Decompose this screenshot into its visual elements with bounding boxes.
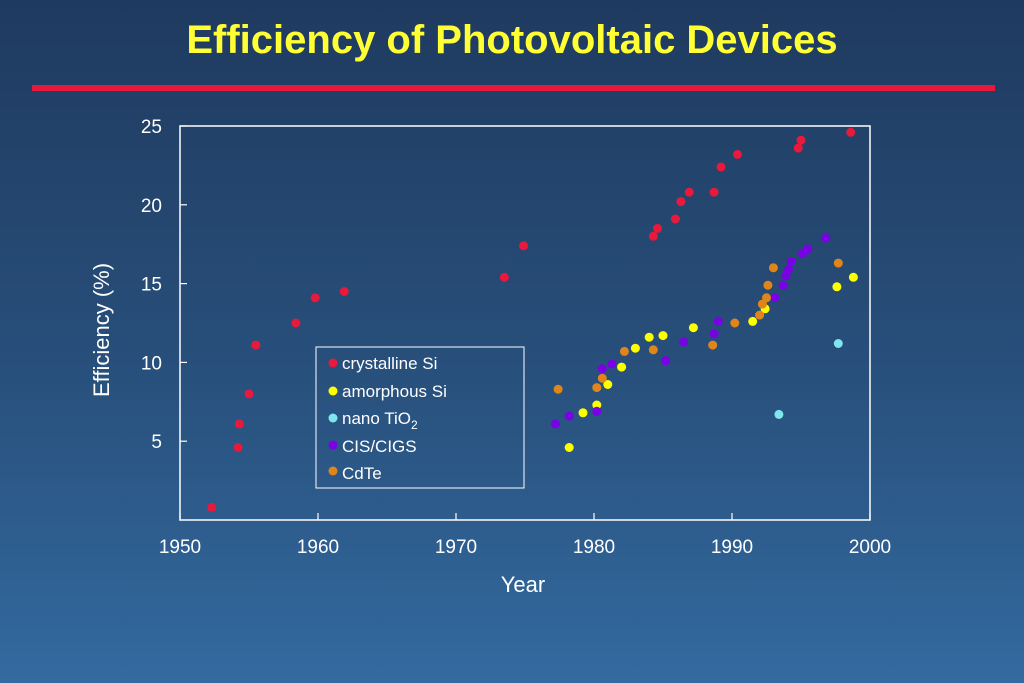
legend-label-nano-tio2-main: nano TiO bbox=[342, 409, 411, 428]
data-point-crystalline-si bbox=[684, 187, 694, 197]
data-point-cis-cigs bbox=[803, 244, 813, 254]
data-point-cdte bbox=[768, 263, 778, 273]
data-point-crystalline-si bbox=[733, 149, 742, 159]
x-tick-label: 1990 bbox=[711, 537, 753, 558]
y-tick-label: 25 bbox=[141, 117, 162, 138]
data-point-cdte bbox=[597, 373, 607, 383]
data-point-amorphous-si bbox=[658, 331, 668, 341]
data-point-cis-cigs bbox=[713, 316, 723, 326]
data-point-nano-tio bbox=[833, 339, 843, 348]
data-point-cdte bbox=[730, 318, 740, 328]
data-point-cdte bbox=[833, 258, 843, 268]
data-point-crystalline-si bbox=[233, 443, 243, 452]
data-point-cis-cigs bbox=[709, 329, 719, 339]
data-point-crystalline-si bbox=[519, 241, 529, 251]
y-tick-label: 5 bbox=[151, 432, 162, 453]
data-point-amorphous-si bbox=[603, 380, 613, 389]
data-point-cis-cigs bbox=[821, 233, 831, 243]
legend-marker-cis-cigs bbox=[328, 440, 338, 450]
data-point-cdte bbox=[762, 293, 771, 303]
data-point-cdte bbox=[553, 384, 563, 394]
data-point-crystalline-si bbox=[648, 231, 658, 241]
data-point-cdte bbox=[763, 280, 773, 290]
data-point-cis-cigs bbox=[564, 411, 574, 421]
data-point-crystalline-si bbox=[499, 272, 509, 282]
data-points bbox=[207, 127, 858, 512]
data-point-crystalline-si bbox=[793, 143, 803, 153]
legend-marker-nano-tio2 bbox=[328, 413, 338, 423]
data-point-crystalline-si bbox=[339, 287, 349, 296]
x-tick-label: 2000 bbox=[849, 537, 891, 558]
y-tick-label: 10 bbox=[141, 353, 162, 374]
data-point-cis-cigs bbox=[597, 364, 607, 374]
legend-label-crystalline-si: crystalline Si bbox=[342, 354, 437, 373]
data-point-crystalline-si bbox=[709, 187, 719, 197]
data-point-crystalline-si bbox=[716, 162, 726, 172]
data-point-crystalline-si bbox=[676, 197, 686, 207]
title-divider bbox=[32, 85, 995, 91]
data-point-cdte bbox=[755, 310, 765, 320]
data-point-amorphous-si bbox=[617, 362, 627, 372]
data-point-cis-cigs bbox=[784, 264, 794, 274]
data-point-cis-cigs bbox=[679, 337, 689, 347]
data-point-cis-cigs bbox=[607, 359, 617, 369]
plot-area bbox=[179, 125, 871, 521]
data-point-cis-cigs bbox=[770, 293, 780, 303]
data-point-cis-cigs bbox=[592, 406, 602, 416]
data-point-cis-cigs bbox=[661, 356, 671, 366]
y-tick-label: 20 bbox=[141, 196, 162, 217]
y-axis-label: Efficiency (%) bbox=[89, 263, 114, 397]
data-point-cis-cigs bbox=[778, 280, 788, 290]
data-point-amorphous-si bbox=[832, 282, 842, 292]
legend-label-amorphous-si: amorphous Si bbox=[342, 382, 447, 401]
x-tick-label: 1960 bbox=[297, 537, 339, 558]
data-point-cis-cigs bbox=[786, 257, 796, 266]
data-point-amorphous-si bbox=[748, 316, 758, 326]
data-point-cis-cigs bbox=[550, 419, 560, 429]
data-point-crystalline-si bbox=[653, 223, 662, 233]
legend-marker-cdte bbox=[328, 466, 338, 476]
x-tick-label: 1950 bbox=[159, 537, 201, 558]
data-point-crystalline-si bbox=[291, 318, 301, 328]
data-point-crystalline-si bbox=[207, 502, 217, 512]
data-point-crystalline-si bbox=[670, 214, 680, 224]
data-point-amorphous-si bbox=[848, 272, 858, 282]
data-point-amorphous-si bbox=[592, 400, 602, 410]
data-point-crystalline-si bbox=[796, 135, 806, 145]
data-point-nano-tio bbox=[774, 409, 784, 419]
x-axis-label: Year bbox=[501, 572, 545, 597]
data-point-amorphous-si bbox=[564, 443, 574, 452]
data-point-crystalline-si bbox=[234, 419, 244, 429]
y-tick-label: 15 bbox=[141, 275, 162, 296]
data-point-cdte bbox=[592, 383, 602, 393]
x-tick-label: 1980 bbox=[573, 537, 615, 558]
data-point-crystalline-si bbox=[310, 293, 320, 303]
data-point-amorphous-si bbox=[578, 408, 588, 418]
legend-label-cis-cigs: CIS/CIGS bbox=[342, 437, 417, 456]
data-point-crystalline-si bbox=[251, 340, 261, 350]
data-point-crystalline-si bbox=[846, 127, 856, 137]
slide-title: Efficiency of Photovoltaic Devices bbox=[186, 18, 838, 62]
legend: crystalline Si amorphous Si nano TiO2 CI… bbox=[315, 346, 525, 489]
legend-marker-crystalline-si bbox=[328, 358, 338, 368]
x-tick-label: 1970 bbox=[435, 537, 477, 558]
data-point-cdte bbox=[708, 340, 718, 350]
data-point-amorphous-si bbox=[644, 332, 654, 342]
axis-ticks: 1950 1960 1970 1980 1990 2000 5 10 15 20 25 bbox=[141, 117, 891, 558]
legend-label-nano-tio2-subscript: 2 bbox=[411, 418, 418, 432]
legend-box bbox=[315, 346, 525, 489]
legend-label-cdte: CdTe bbox=[342, 464, 382, 483]
legend-marker-amorphous-si bbox=[328, 386, 338, 396]
data-point-cdte bbox=[619, 346, 629, 356]
data-point-amorphous-si bbox=[630, 343, 640, 353]
data-point-crystalline-si bbox=[244, 389, 254, 399]
data-point-amorphous-si bbox=[688, 323, 698, 333]
legend-label-nano-tio2: nano TiO2 bbox=[342, 409, 418, 432]
data-point-cdte bbox=[648, 345, 658, 355]
